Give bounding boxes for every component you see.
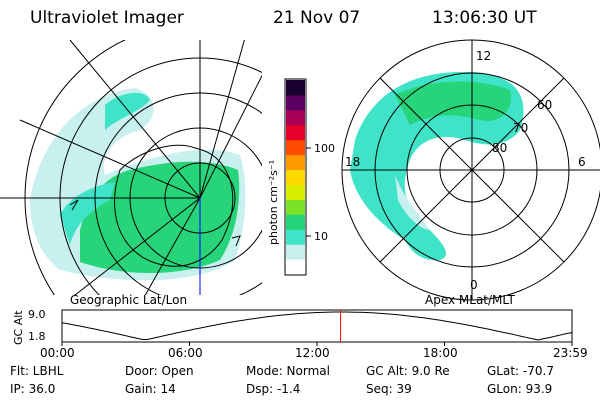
glon-status: GLon: 93.9: [487, 382, 553, 396]
altitude-curve: [61, 311, 573, 341]
glat-status: GLat: -70.7: [487, 364, 554, 378]
continent-outline: [114, 144, 234, 267]
mlt-label-12: 12: [476, 49, 491, 63]
observation-date: 21 Nov 07: [273, 8, 361, 28]
colorbar-cell: [286, 124, 305, 141]
colorbar-cell: [286, 80, 305, 96]
altitude-timeline: GC Alt 9.0 1.8 00:00 06:00 12:00 18:00 2…: [12, 308, 588, 360]
gain-status: Gain: 14: [125, 382, 176, 396]
instrument-title: Ultraviolet Imager: [30, 8, 184, 28]
mlat-label-60: 60: [537, 98, 552, 112]
colorbar-cell: [286, 214, 305, 230]
mlt-label-6: 6: [578, 155, 586, 169]
colorbar-cell: [286, 169, 305, 185]
mode-status: Mode: Normal: [246, 364, 330, 378]
colorbar-cell: [286, 154, 305, 171]
colorbar-cell: [286, 184, 305, 200]
mlt-label-18: 18: [345, 155, 360, 169]
colorbar-cell: [286, 229, 305, 245]
mlt-label-0: 0: [470, 278, 478, 292]
colorbar-cell: [286, 139, 305, 156]
timeline-xtick-1: 06:00: [168, 346, 203, 360]
geographic-map: [0, 40, 262, 295]
dsp-status: Dsp: -1.4: [246, 382, 301, 396]
timeline-xtick-2: 12:00: [295, 346, 330, 360]
colorbar: 100 10 photon cm⁻²s⁻¹: [267, 78, 335, 276]
observation-time: 13:06:30 UT: [432, 8, 537, 28]
filter-status: Flt: LBHL: [10, 364, 64, 378]
timeline-xtick-4: 23:59: [553, 346, 588, 360]
timeline-ylabel: GC Alt: [12, 310, 25, 345]
mlat-label-70: 70: [513, 121, 528, 135]
colorbar-cell: [286, 94, 305, 111]
colorbar-tick-100: 100: [314, 142, 335, 155]
colorbar-cell: [286, 109, 305, 126]
colorbar-cell: [286, 199, 305, 215]
aurora-emission-core: [80, 161, 240, 273]
timeline-ytick-bottom: 1.8: [28, 330, 46, 343]
timeline-ytick-top: 9.0: [28, 308, 46, 321]
colorbar-tick-10: 10: [314, 230, 328, 243]
colorbar-unit-label: photon cm⁻²s⁻¹: [267, 160, 280, 245]
colorbar-cell: [286, 244, 305, 260]
magnetic-polar-map: 12 18 6 0 60 70 80: [341, 39, 600, 301]
left-map-caption: Geographic Lat/Lon: [70, 293, 187, 307]
mlat-label-80: 80: [492, 141, 507, 155]
door-status: Door: Open: [125, 364, 194, 378]
ip-status: IP: 36.0: [10, 382, 56, 396]
colorbar-cell: [286, 259, 305, 275]
seq-status: Seq: 39: [366, 382, 412, 396]
timeline-xtick-3: 18:00: [423, 346, 458, 360]
right-map-caption: Apex MLat/MLT: [425, 293, 515, 307]
gc-alt-status: GC Alt: 9.0 Re: [366, 364, 450, 378]
timeline-xtick-0: 00:00: [40, 346, 75, 360]
